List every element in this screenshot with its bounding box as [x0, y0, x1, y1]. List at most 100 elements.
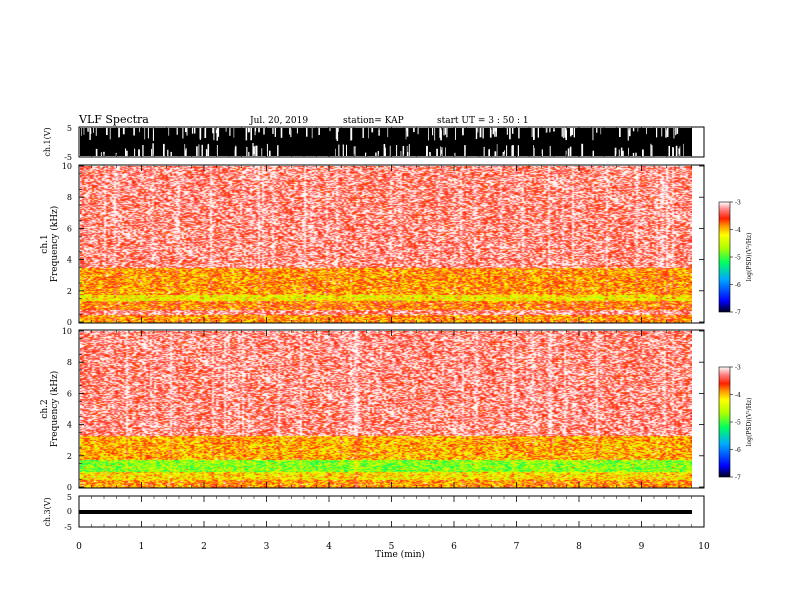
time-tick-label: 9 — [639, 542, 645, 552]
ch1-waveform-gap — [100, 152, 102, 156]
ch1-waveform-gap — [387, 128, 389, 138]
time-tick-label: 10 — [698, 542, 710, 552]
ch1-waveform-gap — [549, 146, 551, 156]
ch1-frequency-tick-label: 6 — [67, 224, 72, 233]
ch1-waveform-gap — [290, 128, 292, 138]
ch1-waveform-gap — [509, 128, 511, 140]
ch1-waveform-gap — [193, 128, 196, 134]
ch1-waveform-gap — [138, 149, 140, 156]
ch1-waveform-gap — [185, 128, 187, 133]
ch1-waveform-gap — [152, 128, 154, 141]
ch1-waveform-gap — [445, 128, 446, 135]
ch1-waveform-gap — [95, 128, 97, 136]
ch1-waveform-gap — [144, 128, 146, 140]
ch1-waveform-gap — [619, 128, 621, 137]
ch1-waveform-gap — [115, 152, 117, 156]
ch1-waveform-gap — [592, 128, 594, 141]
ch1-waveform-gap — [167, 149, 169, 156]
ch1-spectrogram-panel: 0 2 4 6 8 10 ch.1 Frequency (kHz) — [40, 162, 705, 327]
ch1-waveform-gap — [565, 150, 567, 156]
ch1-waveform-gap — [673, 128, 675, 139]
ch1-waveform-gap — [440, 149, 442, 156]
ch2-colorbar-tick-label: -6 — [735, 447, 741, 454]
ch1-waveform-gap — [573, 128, 575, 138]
ch2-colorbar-ticks: -3 -4 -5 -6 -7 — [730, 365, 741, 482]
ch1-waveform-gap — [229, 128, 231, 136]
ch2-colorbar: -3 -4 -5 -6 -7 log(PSD)(V²/Hz) — [718, 365, 753, 482]
ch1-waveform-gap — [439, 128, 441, 138]
ch1-colorbar: -3 -4 -5 -6 -7 log(PSD)(V²/Hz) — [718, 200, 753, 317]
ch1-waveform-gap — [429, 152, 431, 156]
ch1-waveform-gap — [196, 146, 198, 156]
ch1-waveform-gap — [434, 128, 436, 141]
ch1-waveform-gap — [512, 128, 514, 134]
time-tick-label: 5 — [389, 542, 395, 552]
ch1-waveform-gap — [406, 128, 409, 137]
ch1-waveform-gap — [622, 150, 624, 156]
ch1-waveform-gap — [494, 128, 496, 137]
ch1-waveform-gap — [426, 145, 428, 156]
ch1-waveform-gap — [678, 148, 680, 156]
ch1-waveform-gap — [569, 146, 572, 156]
ch2-frequency-tick-label: 4 — [67, 421, 72, 430]
ch1-waveform-gap — [289, 128, 291, 135]
ch1-waveform-gap — [475, 128, 478, 139]
ch1-waveform-gap — [93, 128, 94, 133]
ch1-waveform-gap — [296, 128, 298, 134]
ch1-waveform-gap — [534, 147, 535, 156]
ch1-waveform-gap — [545, 128, 547, 133]
ch1-waveform-gap — [632, 128, 635, 132]
ch1-waveform-gap — [103, 151, 105, 156]
ch1-waveform-gap — [665, 128, 667, 138]
ch1-waveform-gap — [213, 128, 215, 141]
ch1-waveform-gap — [147, 128, 149, 139]
ch1-waveform-gap — [133, 128, 135, 136]
ch1-waveform-gap — [199, 128, 202, 139]
time-tick-label: 8 — [576, 542, 582, 552]
ch1-frequency-tick-label: 10 — [62, 162, 72, 171]
ch1-waveform-gap — [494, 151, 497, 156]
ch1-waveform-gap — [496, 144, 498, 156]
ch1-waveform-gap — [253, 146, 255, 156]
ch1-waveform-gap — [318, 128, 320, 135]
ch1-waveform-gap — [441, 147, 443, 156]
ch1-waveform-gap — [592, 150, 594, 156]
ch1-waveform-gap — [651, 145, 653, 156]
ch3-waveform-ylabel: ch.3(V) — [43, 497, 52, 526]
ch1-waveform-gap — [533, 128, 535, 140]
ch1-waveform-gap — [650, 143, 652, 156]
ch1-waveform-gap — [672, 147, 674, 156]
ch1-waveform-gap — [95, 148, 98, 156]
ch1-waveform-gap — [184, 144, 186, 156]
ch1-waveform-gap — [570, 128, 572, 137]
ch1-waveform-gap — [666, 128, 669, 137]
ch1-waveform-gap — [675, 145, 678, 156]
ch2-frequency-tick-label: 10 — [62, 327, 72, 336]
ch1-waveform-gap — [504, 150, 505, 156]
ch1-waveform-gap — [217, 128, 220, 137]
ch1-channel-label: ch.1 — [40, 234, 50, 253]
ch1-waveform-gap — [417, 128, 419, 135]
ch1-frequency-tick-label: 0 — [67, 318, 72, 327]
ch1-waveform-gap — [198, 144, 200, 156]
ch1-waveform-gap — [255, 128, 257, 132]
ch1-waveform-gap — [335, 128, 337, 140]
ch1-frequency-ylabel: Frequency (kHz) — [49, 206, 60, 283]
ch1-waveform-gap — [185, 148, 187, 156]
ch1-waveform-gap — [247, 128, 250, 133]
ch1-waveform-gap — [81, 128, 82, 136]
ch1-colorbar-tick-label: -4 — [735, 227, 741, 234]
time-tick-label: 6 — [451, 542, 457, 552]
time-tick-label: 2 — [201, 542, 207, 552]
ch1-ytick-minus5: -5 — [64, 153, 72, 162]
ch1-waveform-gap — [483, 146, 485, 156]
ch2-colorbar-label: log(PSD)(V²/Hz) — [746, 398, 753, 447]
ch1-waveform-gap — [258, 128, 260, 133]
ch1-waveform-gap — [87, 128, 89, 132]
ch1-waveform-gap — [462, 128, 464, 136]
ch1-waveform-gap — [570, 128, 572, 132]
ch1-waveform-gap — [549, 128, 551, 133]
ch1-waveform-gap — [263, 128, 265, 135]
ch1-waveform-gap — [541, 149, 543, 156]
